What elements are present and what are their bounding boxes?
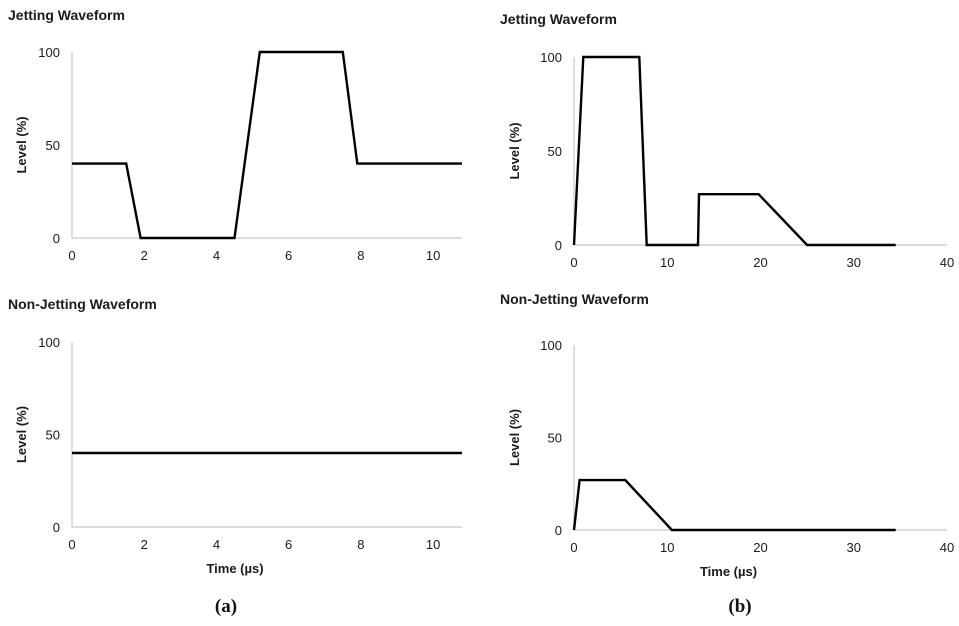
- x-tick-label-40: 40: [940, 255, 954, 270]
- y-tick-label-0: 0: [555, 523, 562, 538]
- y-tick-label-50: 50: [46, 138, 60, 153]
- chart-non-jetting-waveform-b: Non-Jetting Waveform 0 50 100 0 10 20 30 40 Level…: [500, 291, 954, 579]
- subfigure-label-a: (a): [215, 596, 237, 617]
- x-tick-label-10: 10: [660, 255, 674, 270]
- chart-title: Jetting Waveform: [500, 11, 617, 27]
- x-tick-label-4: 4: [213, 537, 220, 552]
- x-axis-label: Time (µs): [206, 561, 263, 576]
- chart-title: Jetting Waveform: [8, 7, 125, 23]
- x-tick-label-10: 10: [426, 537, 440, 552]
- x-tick-label-0: 0: [68, 248, 75, 263]
- y-axis-label: Level (%): [507, 409, 522, 466]
- x-tick-label-4: 4: [213, 248, 220, 263]
- y-tick-label-50: 50: [548, 144, 562, 159]
- y-tick-label-50: 50: [46, 428, 60, 443]
- y-axis-label: Level (%): [14, 406, 29, 463]
- waveform-line-0: [572, 478, 896, 532]
- x-tick-label-40: 40: [940, 540, 954, 555]
- x-tick-label-8: 8: [357, 537, 364, 552]
- chart-title: Non-Jetting Waveform: [500, 291, 649, 307]
- y-tick-label-50: 50: [548, 431, 562, 446]
- waveform-line-0: [572, 55, 896, 247]
- x-tick-label-20: 20: [753, 540, 767, 555]
- x-tick-label-30: 30: [847, 255, 861, 270]
- x-tick-label-30: 30: [847, 540, 861, 555]
- x-tick-label-6: 6: [285, 537, 292, 552]
- x-tick-label-6: 6: [285, 248, 292, 263]
- y-tick-label-0: 0: [555, 238, 562, 253]
- x-tick-label-10: 10: [426, 248, 440, 263]
- x-tick-label-2: 2: [141, 537, 148, 552]
- x-tick-label-10: 10: [660, 540, 674, 555]
- y-axis-label: Level (%): [507, 122, 522, 179]
- y-tick-label-100: 100: [38, 45, 60, 60]
- y-tick-label-100: 100: [38, 335, 60, 350]
- x-tick-label-0: 0: [570, 540, 577, 555]
- x-tick-label-0: 0: [68, 537, 75, 552]
- y-tick-label-100: 100: [540, 50, 562, 65]
- x-tick-label-8: 8: [357, 248, 364, 263]
- chart-non-jetting-waveform-a: Non-Jetting Waveform 0 50 100 0 2 4 6 8 10 Level (…: [8, 296, 462, 576]
- chart-title: Non-Jetting Waveform: [8, 296, 157, 312]
- x-tick-label-0: 0: [570, 255, 577, 270]
- y-tick-label-100: 100: [540, 338, 562, 353]
- y-axis-label: Level (%): [14, 116, 29, 173]
- waveform-line-0: [72, 50, 462, 240]
- chart-jetting-waveform-a: Jetting Waveform 0 50 100 0 2 4 6 8 10 Level (%): [8, 7, 462, 263]
- y-tick-label-0: 0: [53, 520, 60, 535]
- y-tick-label-0: 0: [53, 231, 60, 246]
- x-tick-label-2: 2: [141, 248, 148, 263]
- subfigure-label-b: (b): [728, 596, 751, 617]
- x-tick-label-20: 20: [753, 255, 767, 270]
- x-axis-label: Time (µs): [700, 564, 757, 579]
- chart-jetting-waveform-b: Jetting Waveform 0 50 100 0 10 20 30 40 Level (%): [500, 11, 954, 270]
